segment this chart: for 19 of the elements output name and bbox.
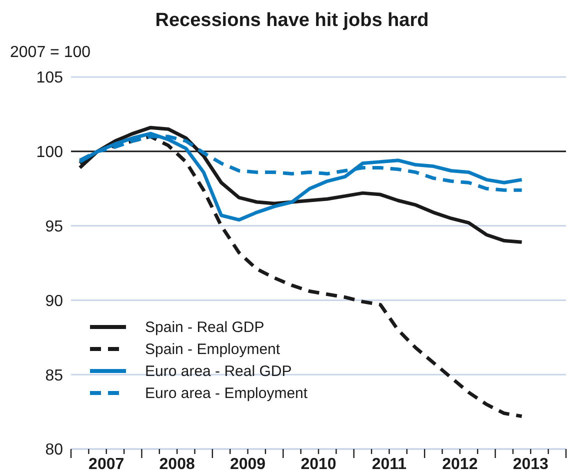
legend-label: Spain - Employment	[145, 340, 280, 358]
x-tick-label: 2009	[230, 456, 266, 470]
chart-title: Recessions have hit jobs hard	[154, 10, 430, 32]
y-tick-label: 95	[45, 218, 64, 236]
x-tick-label: 2013	[512, 456, 549, 470]
x-tick-label: 2007	[88, 456, 124, 470]
y-tick-label: 100	[36, 144, 64, 162]
y-axis-title: 2007 = 100	[10, 44, 91, 62]
x-tick-label: 2012	[442, 456, 478, 470]
x-tick-label: 2011	[372, 456, 407, 470]
y-tick-label: 85	[45, 367, 64, 384]
y-tick-label: 80	[45, 442, 64, 459]
legend-label: Spain - Real GDP	[145, 318, 264, 336]
y-tick-label: 90	[45, 292, 64, 310]
y-tick-label: 105	[36, 70, 64, 87]
x-tick-label: 2010	[300, 456, 336, 470]
legend-label: Euro area - Employment	[145, 384, 308, 402]
legend-label: Euro area - Real GDP	[145, 362, 292, 380]
x-tick-label: 2008	[159, 456, 195, 470]
